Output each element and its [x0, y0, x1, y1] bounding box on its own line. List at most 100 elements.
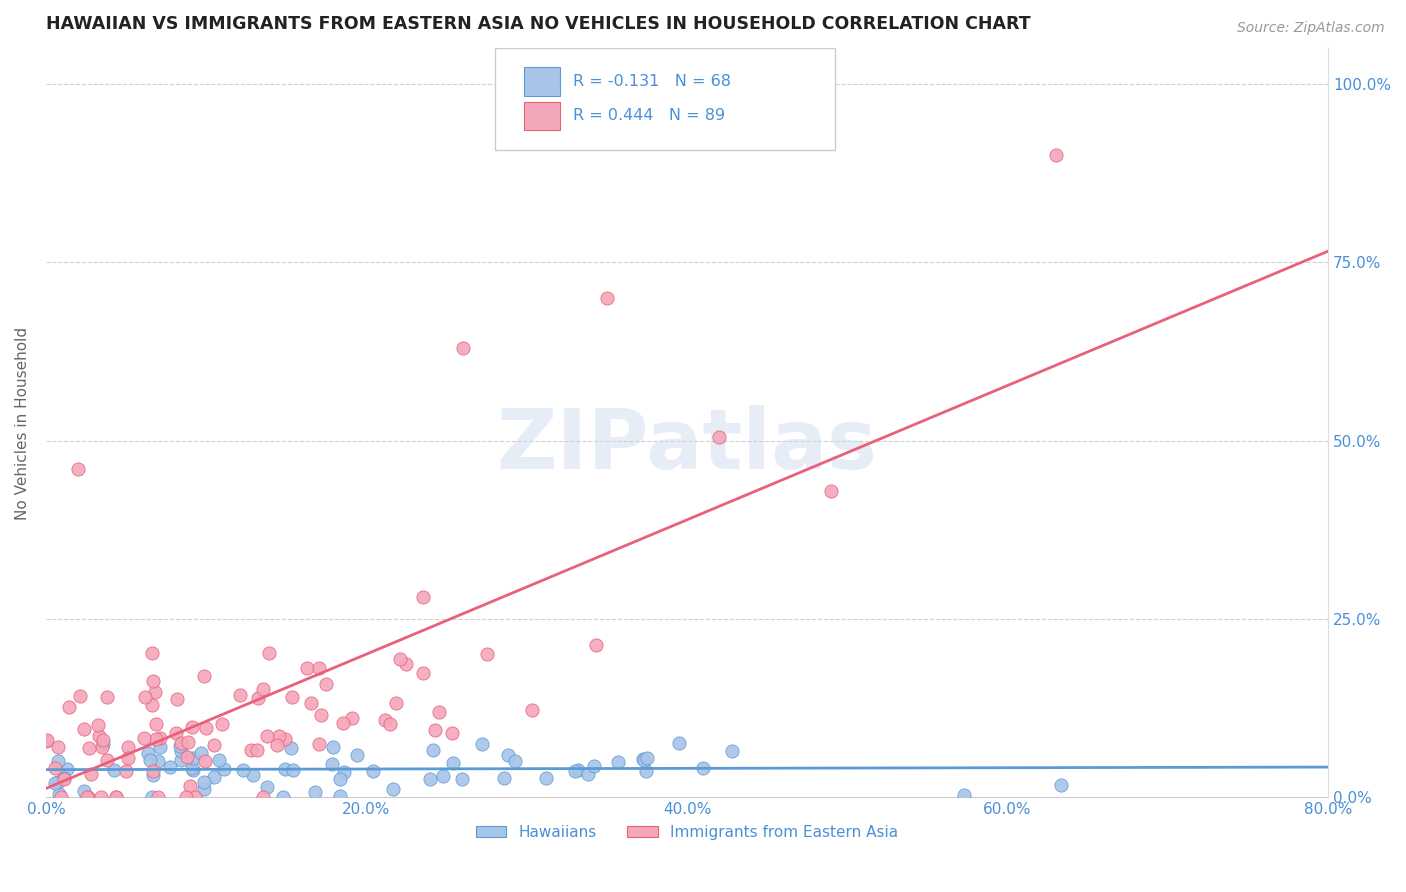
Point [208, 753, 231, 767]
Point [631, 752, 654, 766]
Point [309, 708, 332, 723]
Point [450, 772, 472, 786]
Point [707, 430, 730, 444]
Point [1045, 148, 1067, 162]
Point [395, 657, 418, 671]
Point [333, 765, 356, 780]
Point [522, 703, 544, 717]
Point [56, 762, 79, 776]
Point [91, 737, 114, 751]
Point [329, 789, 352, 804]
Point [193, 669, 215, 683]
Point [332, 715, 354, 730]
Point [564, 764, 586, 779]
Point [340, 711, 363, 725]
Point [232, 764, 254, 778]
Point [246, 742, 269, 756]
Point [636, 751, 658, 765]
Point [423, 723, 446, 737]
Point [692, 761, 714, 775]
Point [252, 790, 274, 805]
Point [103, 763, 125, 777]
Point [76, 790, 98, 805]
Point [451, 341, 474, 355]
Point [165, 726, 187, 740]
Point [166, 691, 188, 706]
Point [91, 732, 114, 747]
Point [184, 790, 207, 805]
Point [274, 762, 297, 776]
Point [534, 771, 557, 785]
Point [636, 764, 658, 778]
Point [321, 756, 343, 771]
Point [117, 739, 139, 754]
Point [145, 731, 167, 746]
Point [496, 748, 519, 763]
Point [315, 677, 337, 691]
Point [96, 753, 118, 767]
Point [115, 764, 138, 778]
Point [242, 767, 264, 781]
Point [211, 717, 233, 731]
Point [159, 760, 181, 774]
Point [80, 767, 103, 781]
Point [441, 726, 464, 740]
Point [505, 754, 527, 768]
Point [419, 772, 441, 786]
Point [69, 689, 91, 703]
Point [308, 737, 330, 751]
Point [73, 722, 96, 736]
Point [382, 781, 405, 796]
Point [44, 761, 66, 775]
Point [148, 790, 170, 805]
Text: ZIPatlas: ZIPatlas [496, 405, 877, 486]
Point [179, 779, 201, 793]
Point [329, 772, 352, 786]
FancyBboxPatch shape [524, 67, 560, 95]
Point [48, 774, 70, 789]
Point [48, 787, 70, 801]
Point [142, 674, 165, 689]
Point [193, 775, 215, 789]
Point [202, 739, 225, 753]
Point [143, 685, 166, 699]
Point [141, 698, 163, 712]
Point [176, 750, 198, 764]
Point [441, 756, 464, 770]
Point [87, 729, 110, 743]
Point [52, 772, 75, 786]
Point [96, 690, 118, 705]
Point [35, 733, 58, 747]
Point [141, 646, 163, 660]
Point [567, 763, 589, 777]
Point [142, 768, 165, 782]
Point [66, 462, 89, 476]
Point [295, 661, 318, 675]
Point [139, 753, 162, 767]
Point [181, 763, 204, 777]
Point [271, 790, 294, 805]
Point [247, 690, 270, 705]
Point [606, 755, 628, 769]
Point [148, 754, 170, 768]
Point [117, 750, 139, 764]
Point [346, 747, 368, 762]
Point [181, 720, 204, 734]
Point [149, 740, 172, 755]
Point [190, 746, 212, 760]
Point [257, 646, 280, 660]
Point [132, 731, 155, 745]
Point [134, 690, 156, 705]
Point [380, 716, 402, 731]
Point [58, 700, 80, 714]
Point [229, 688, 252, 702]
Point [374, 713, 396, 727]
Point [322, 740, 344, 755]
Point [256, 729, 278, 743]
Point [239, 743, 262, 757]
Point [176, 735, 198, 749]
Point [52, 771, 75, 785]
Point [193, 782, 215, 797]
Point [136, 746, 159, 760]
Point [267, 729, 290, 743]
